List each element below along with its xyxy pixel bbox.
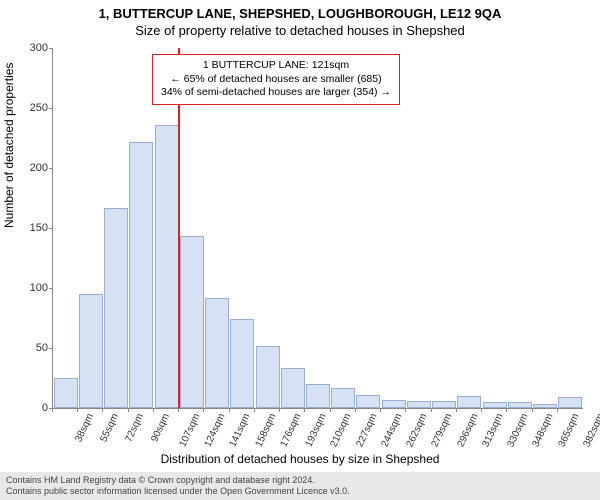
annotation-box: 1 BUTTERCUP LANE: 121sqm ← 65% of detach…	[152, 54, 400, 105]
x-tick-mark	[456, 408, 457, 412]
x-tick-mark	[178, 408, 179, 412]
y-tick-mark	[49, 288, 53, 289]
footer: Contains HM Land Registry data © Crown c…	[0, 472, 600, 500]
x-tick-mark	[481, 408, 482, 412]
x-tick-label: 382sqm	[581, 412, 600, 449]
page-title: 1, BUTTERCUP LANE, SHEPSHED, LOUGHBOROUG…	[0, 0, 600, 21]
x-tick-mark	[52, 408, 53, 412]
y-axis-label: Number of detached properties	[2, 63, 16, 228]
annotation-line2: ← 65% of detached houses are smaller (68…	[161, 73, 391, 87]
x-axis-label: Distribution of detached houses by size …	[0, 452, 600, 466]
y-tick-mark	[49, 168, 53, 169]
x-tick-label: 55sqm	[99, 412, 122, 444]
histogram-bar	[54, 378, 78, 408]
histogram-bar	[432, 401, 456, 408]
x-tick-label: 141sqm	[228, 412, 253, 449]
x-tick-mark	[431, 408, 432, 412]
histogram-bar	[155, 125, 179, 408]
x-tick-label: 107sqm	[177, 412, 202, 449]
x-tick-label: 330sqm	[506, 412, 531, 449]
x-tick-mark	[203, 408, 204, 412]
histogram-bar	[533, 404, 557, 408]
page-subtitle: Size of property relative to detached ho…	[0, 21, 600, 38]
histogram-bar	[331, 388, 355, 408]
histogram-bar	[230, 319, 254, 408]
y-tick-label: 150	[8, 222, 48, 234]
histogram-bar	[104, 208, 128, 408]
x-tick-label: 210sqm	[329, 412, 354, 449]
x-tick-label: 296sqm	[455, 412, 480, 449]
histogram-bar	[281, 368, 305, 408]
y-tick-mark	[49, 48, 53, 49]
x-tick-label: 90sqm	[149, 412, 172, 444]
histogram-bar	[256, 346, 280, 408]
x-tick-mark	[279, 408, 280, 412]
histogram-bar	[356, 395, 380, 408]
x-tick-mark	[128, 408, 129, 412]
x-tick-mark	[304, 408, 305, 412]
x-tick-mark	[355, 408, 356, 412]
x-tick-label: 158sqm	[253, 412, 278, 449]
footer-line1: Contains HM Land Registry data © Crown c…	[6, 475, 594, 486]
x-tick-label: 313sqm	[480, 412, 505, 449]
x-tick-mark	[532, 408, 533, 412]
histogram-bar	[79, 294, 103, 408]
x-tick-mark	[77, 408, 78, 412]
x-tick-mark	[254, 408, 255, 412]
y-tick-label: 0	[8, 402, 48, 414]
histogram-bar	[483, 402, 507, 408]
y-tick-mark	[49, 108, 53, 109]
x-tick-mark	[506, 408, 507, 412]
x-tick-label: 262sqm	[405, 412, 430, 449]
y-tick-label: 50	[8, 342, 48, 354]
chart-area: 1 BUTTERCUP LANE: 121sqm ← 65% of detach…	[52, 48, 582, 408]
annotation-line1: 1 BUTTERCUP LANE: 121sqm	[161, 59, 391, 73]
histogram-bar	[457, 396, 481, 408]
x-tick-mark	[153, 408, 154, 412]
x-tick-mark	[380, 408, 381, 412]
x-tick-mark	[330, 408, 331, 412]
footer-line2: Contains public sector information licen…	[6, 486, 594, 497]
histogram-bar	[129, 142, 153, 408]
x-tick-label: 72sqm	[124, 412, 147, 444]
annotation-line3: 34% of semi-detached houses are larger (…	[161, 86, 391, 100]
x-tick-mark	[405, 408, 406, 412]
x-tick-mark	[229, 408, 230, 412]
histogram-bar	[180, 236, 204, 408]
y-tick-mark	[49, 228, 53, 229]
x-tick-label: 348sqm	[531, 412, 556, 449]
x-tick-mark	[102, 408, 103, 412]
x-tick-label: 227sqm	[354, 412, 379, 449]
histogram-bar	[508, 402, 532, 408]
y-tick-label: 250	[8, 102, 48, 114]
histogram-bar	[382, 400, 406, 408]
x-tick-label: 38sqm	[73, 412, 96, 444]
histogram-bar	[407, 401, 431, 408]
histogram-bar	[558, 397, 582, 408]
x-tick-label: 279sqm	[430, 412, 455, 449]
y-tick-label: 100	[8, 282, 48, 294]
x-tick-label: 365sqm	[556, 412, 581, 449]
x-tick-label: 124sqm	[203, 412, 228, 449]
x-tick-label: 244sqm	[379, 412, 404, 449]
y-tick-label: 200	[8, 162, 48, 174]
histogram-bar	[306, 384, 330, 408]
x-tick-label: 176sqm	[278, 412, 303, 449]
y-tick-label: 300	[8, 42, 48, 54]
histogram-bar	[205, 298, 229, 408]
y-tick-mark	[49, 348, 53, 349]
x-tick-label: 193sqm	[304, 412, 329, 449]
x-tick-mark	[557, 408, 558, 412]
